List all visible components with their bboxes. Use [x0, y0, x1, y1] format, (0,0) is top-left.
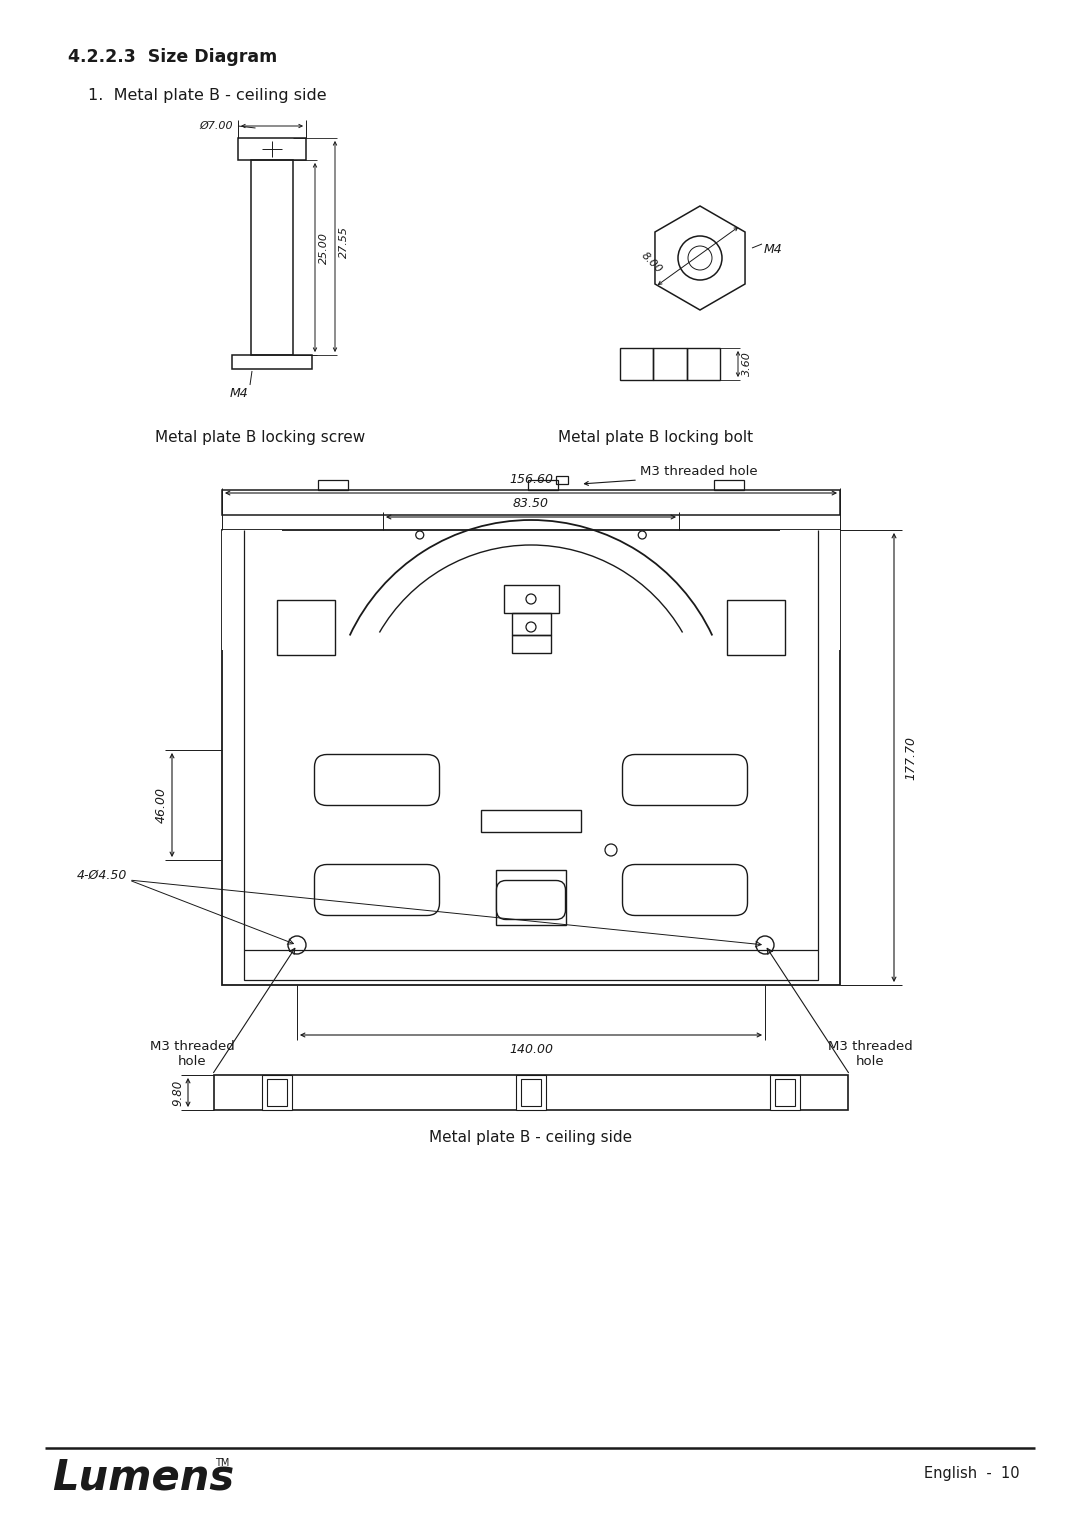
Text: Metal plate B locking screw: Metal plate B locking screw: [156, 430, 365, 444]
Text: M4: M4: [230, 388, 248, 400]
Text: Metal plate B locking bolt: Metal plate B locking bolt: [558, 430, 753, 444]
FancyBboxPatch shape: [314, 754, 440, 806]
FancyBboxPatch shape: [622, 864, 747, 916]
Text: M3 threaded hole: M3 threaded hole: [640, 466, 758, 478]
Text: M3 threaded
hole: M3 threaded hole: [827, 1040, 913, 1068]
Text: 3.60: 3.60: [742, 351, 752, 377]
Text: Metal plate B - ceiling side: Metal plate B - ceiling side: [430, 1131, 633, 1144]
Text: M4: M4: [764, 244, 783, 256]
Polygon shape: [770, 1075, 799, 1111]
Text: 156.60: 156.60: [509, 473, 553, 486]
Text: M3 threaded
hole: M3 threaded hole: [150, 1040, 234, 1068]
Text: 1.  Metal plate B - ceiling side: 1. Metal plate B - ceiling side: [87, 87, 326, 103]
Polygon shape: [516, 1075, 546, 1111]
FancyBboxPatch shape: [497, 881, 566, 919]
Text: TM: TM: [215, 1458, 229, 1468]
Text: 9.80: 9.80: [171, 1080, 184, 1106]
Text: English  -  10: English - 10: [924, 1466, 1020, 1481]
Text: 83.50: 83.50: [513, 496, 549, 510]
Text: 177.70: 177.70: [904, 735, 917, 780]
Text: Lumens: Lumens: [52, 1455, 234, 1498]
Text: 8.00: 8.00: [639, 250, 663, 274]
Text: 25.00: 25.00: [319, 231, 329, 264]
Text: 27.55: 27.55: [339, 227, 349, 259]
Text: 4.2.2.3  Size Diagram: 4.2.2.3 Size Diagram: [68, 47, 278, 66]
Polygon shape: [222, 530, 282, 650]
Text: 46.00: 46.00: [156, 787, 168, 823]
Text: 140.00: 140.00: [509, 1043, 553, 1056]
Text: 4-Ø4.50: 4-Ø4.50: [77, 869, 127, 881]
FancyBboxPatch shape: [622, 754, 747, 806]
FancyBboxPatch shape: [314, 864, 440, 916]
Polygon shape: [780, 530, 840, 650]
Polygon shape: [262, 1075, 293, 1111]
Text: Ø7.00: Ø7.00: [200, 121, 233, 132]
